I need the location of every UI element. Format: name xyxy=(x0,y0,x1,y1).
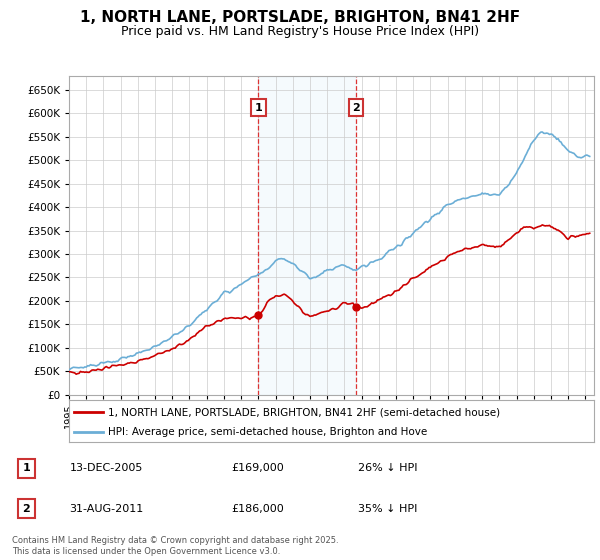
Text: Price paid vs. HM Land Registry's House Price Index (HPI): Price paid vs. HM Land Registry's House … xyxy=(121,25,479,38)
Text: 35% ↓ HPI: 35% ↓ HPI xyxy=(358,504,417,514)
Text: HPI: Average price, semi-detached house, Brighton and Hove: HPI: Average price, semi-detached house,… xyxy=(109,427,428,437)
Text: 31-AUG-2011: 31-AUG-2011 xyxy=(70,504,144,514)
Text: Contains HM Land Registry data © Crown copyright and database right 2025.
This d: Contains HM Land Registry data © Crown c… xyxy=(12,536,338,556)
Text: 1, NORTH LANE, PORTSLADE, BRIGHTON, BN41 2HF: 1, NORTH LANE, PORTSLADE, BRIGHTON, BN41… xyxy=(80,10,520,25)
Text: 1: 1 xyxy=(254,102,262,113)
Text: 26% ↓ HPI: 26% ↓ HPI xyxy=(358,463,417,473)
Text: 1, NORTH LANE, PORTSLADE, BRIGHTON, BN41 2HF (semi-detached house): 1, NORTH LANE, PORTSLADE, BRIGHTON, BN41… xyxy=(109,407,500,417)
Text: 2: 2 xyxy=(23,504,30,514)
Text: 1: 1 xyxy=(23,463,30,473)
Text: £169,000: £169,000 xyxy=(231,463,284,473)
Bar xyxy=(259,76,356,395)
Text: £186,000: £186,000 xyxy=(231,504,284,514)
Text: 13-DEC-2005: 13-DEC-2005 xyxy=(70,463,143,473)
Text: 2: 2 xyxy=(352,102,360,113)
